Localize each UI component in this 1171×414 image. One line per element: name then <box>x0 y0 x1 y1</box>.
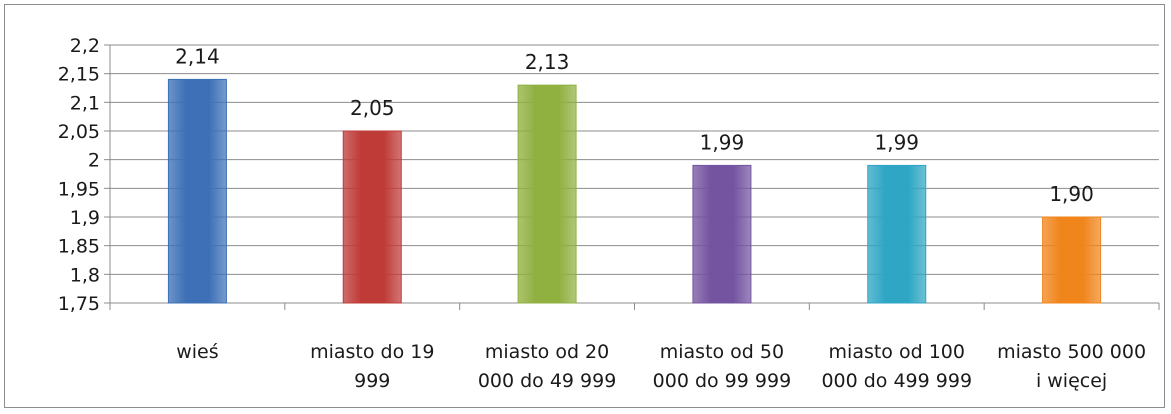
x-category-label: 999 <box>354 370 390 392</box>
y-tick-label: 2,15 <box>58 64 100 86</box>
bar <box>342 130 402 304</box>
x-category-label: miasto od 50 <box>660 341 784 363</box>
data-label: 1,90 <box>1049 182 1094 206</box>
x-category-label: wieś <box>176 341 218 363</box>
y-tick-label: 1,75 <box>58 293 100 315</box>
y-tick-label: 1,85 <box>58 236 100 258</box>
gridlines <box>110 44 1159 304</box>
bar-chart: 1,75 1,8 1,85 1,9 1,95 2 2,05 2,1 2,15 2,2 2,14 wie… <box>58 35 1160 392</box>
bar <box>867 164 927 304</box>
y-tick-label: 1,9 <box>70 207 100 229</box>
bar <box>517 84 577 304</box>
chart-frame: 1,75 1,8 1,85 1,9 1,95 2 2,05 2,1 2,15 2,2 2,14 wie… <box>4 4 1165 408</box>
y-tick-label: 1,95 <box>58 178 100 200</box>
y-tick-label: 2,05 <box>58 121 100 143</box>
x-category-label: 000 do 49 999 <box>478 370 617 392</box>
x-category-label: miasto do 19 <box>310 341 434 363</box>
y-tick-label: 1,8 <box>70 264 100 286</box>
x-category-label: miasto od 20 <box>485 341 609 363</box>
axes <box>104 44 1160 310</box>
bar <box>692 164 752 304</box>
x-category-label: 000 do 499 999 <box>821 370 972 392</box>
x-category-label: i więcej <box>1036 370 1107 392</box>
x-category-label: 000 do 99 999 <box>653 370 792 392</box>
data-label: 1,99 <box>874 130 919 154</box>
y-tick-label: 2 <box>88 150 100 172</box>
x-category-label: miasto 500 000 <box>997 341 1146 363</box>
data-label: 2,13 <box>525 50 570 74</box>
bar <box>1042 216 1102 304</box>
data-label: 2,05 <box>350 96 395 120</box>
labels: 1,75 1,8 1,85 1,9 1,95 2 2,05 2,1 2,15 2,2 2,14 wie… <box>58 35 1146 392</box>
y-tick-label: 2,2 <box>70 35 100 57</box>
bars <box>167 78 1102 304</box>
y-tick-label: 2,1 <box>70 92 100 114</box>
data-label: 2,14 <box>175 44 220 68</box>
bar <box>167 78 227 304</box>
data-label: 1,99 <box>700 130 745 154</box>
x-category-label: miasto od 100 <box>829 341 965 363</box>
